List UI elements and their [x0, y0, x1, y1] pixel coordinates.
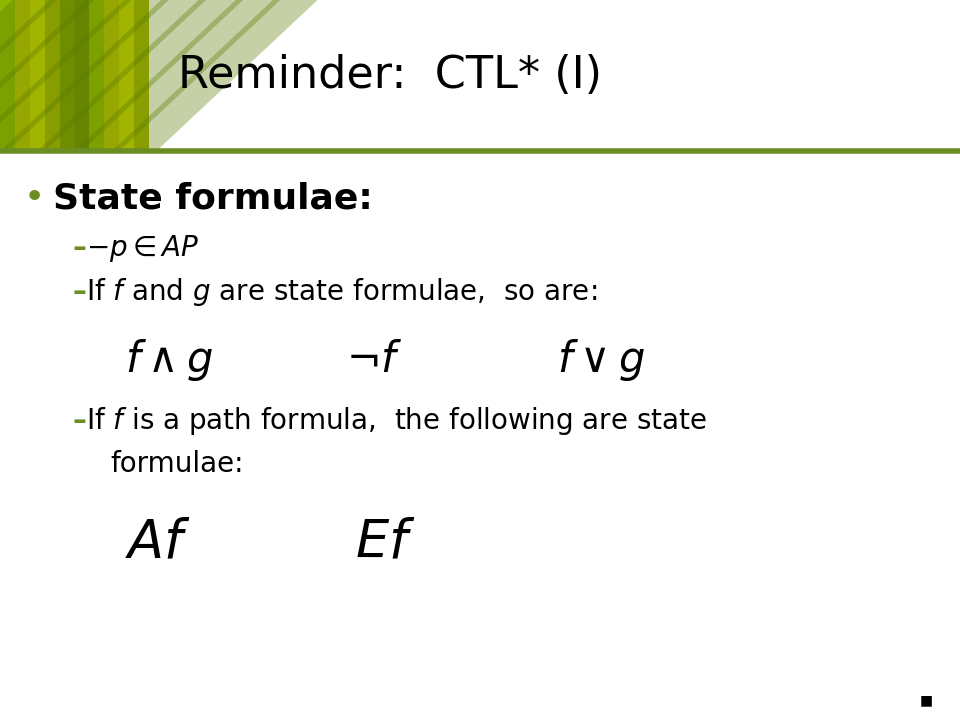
Text: –: –: [72, 408, 85, 435]
Text: –: –: [72, 235, 85, 262]
Bar: [104, 0, 119, 151]
Text: •: •: [24, 181, 45, 215]
Text: $-p \in AP$: $-p \in AP$: [86, 233, 200, 264]
Polygon shape: [0, 0, 94, 151]
Polygon shape: [37, 0, 243, 151]
Bar: [75, 0, 89, 151]
Text: $f \vee g$: $f \vee g$: [557, 337, 645, 383]
Text: –: –: [72, 278, 85, 305]
Polygon shape: [0, 0, 169, 151]
Bar: [44, 0, 60, 151]
Text: $Af$: $Af$: [125, 518, 191, 570]
Bar: [14, 0, 30, 151]
Text: $Ef$: $Ef$: [355, 518, 416, 570]
Bar: [134, 0, 149, 151]
Text: If $f$ is a path formula,  the following are state: If $f$ is a path formula, the following …: [86, 405, 708, 437]
Bar: [0, 0, 14, 151]
Text: If $f$ and $g$ are state formulae,  so are:: If $f$ and $g$ are state formulae, so ar…: [86, 276, 597, 307]
Text: $\neg f$: $\neg f$: [346, 339, 402, 381]
Text: formulae:: formulae:: [110, 451, 244, 478]
Text: ■: ■: [920, 693, 933, 707]
Polygon shape: [0, 0, 206, 151]
Bar: [119, 0, 134, 151]
Bar: [30, 0, 44, 151]
Text: $f \wedge g$: $f \wedge g$: [125, 337, 213, 383]
Text: State formulae:: State formulae:: [53, 181, 372, 215]
Polygon shape: [0, 0, 132, 151]
Polygon shape: [74, 0, 280, 151]
Bar: [60, 0, 74, 151]
Polygon shape: [111, 0, 318, 151]
Polygon shape: [0, 0, 58, 151]
Bar: [89, 0, 104, 151]
Text: Reminder:  CTL* (I): Reminder: CTL* (I): [178, 54, 602, 97]
